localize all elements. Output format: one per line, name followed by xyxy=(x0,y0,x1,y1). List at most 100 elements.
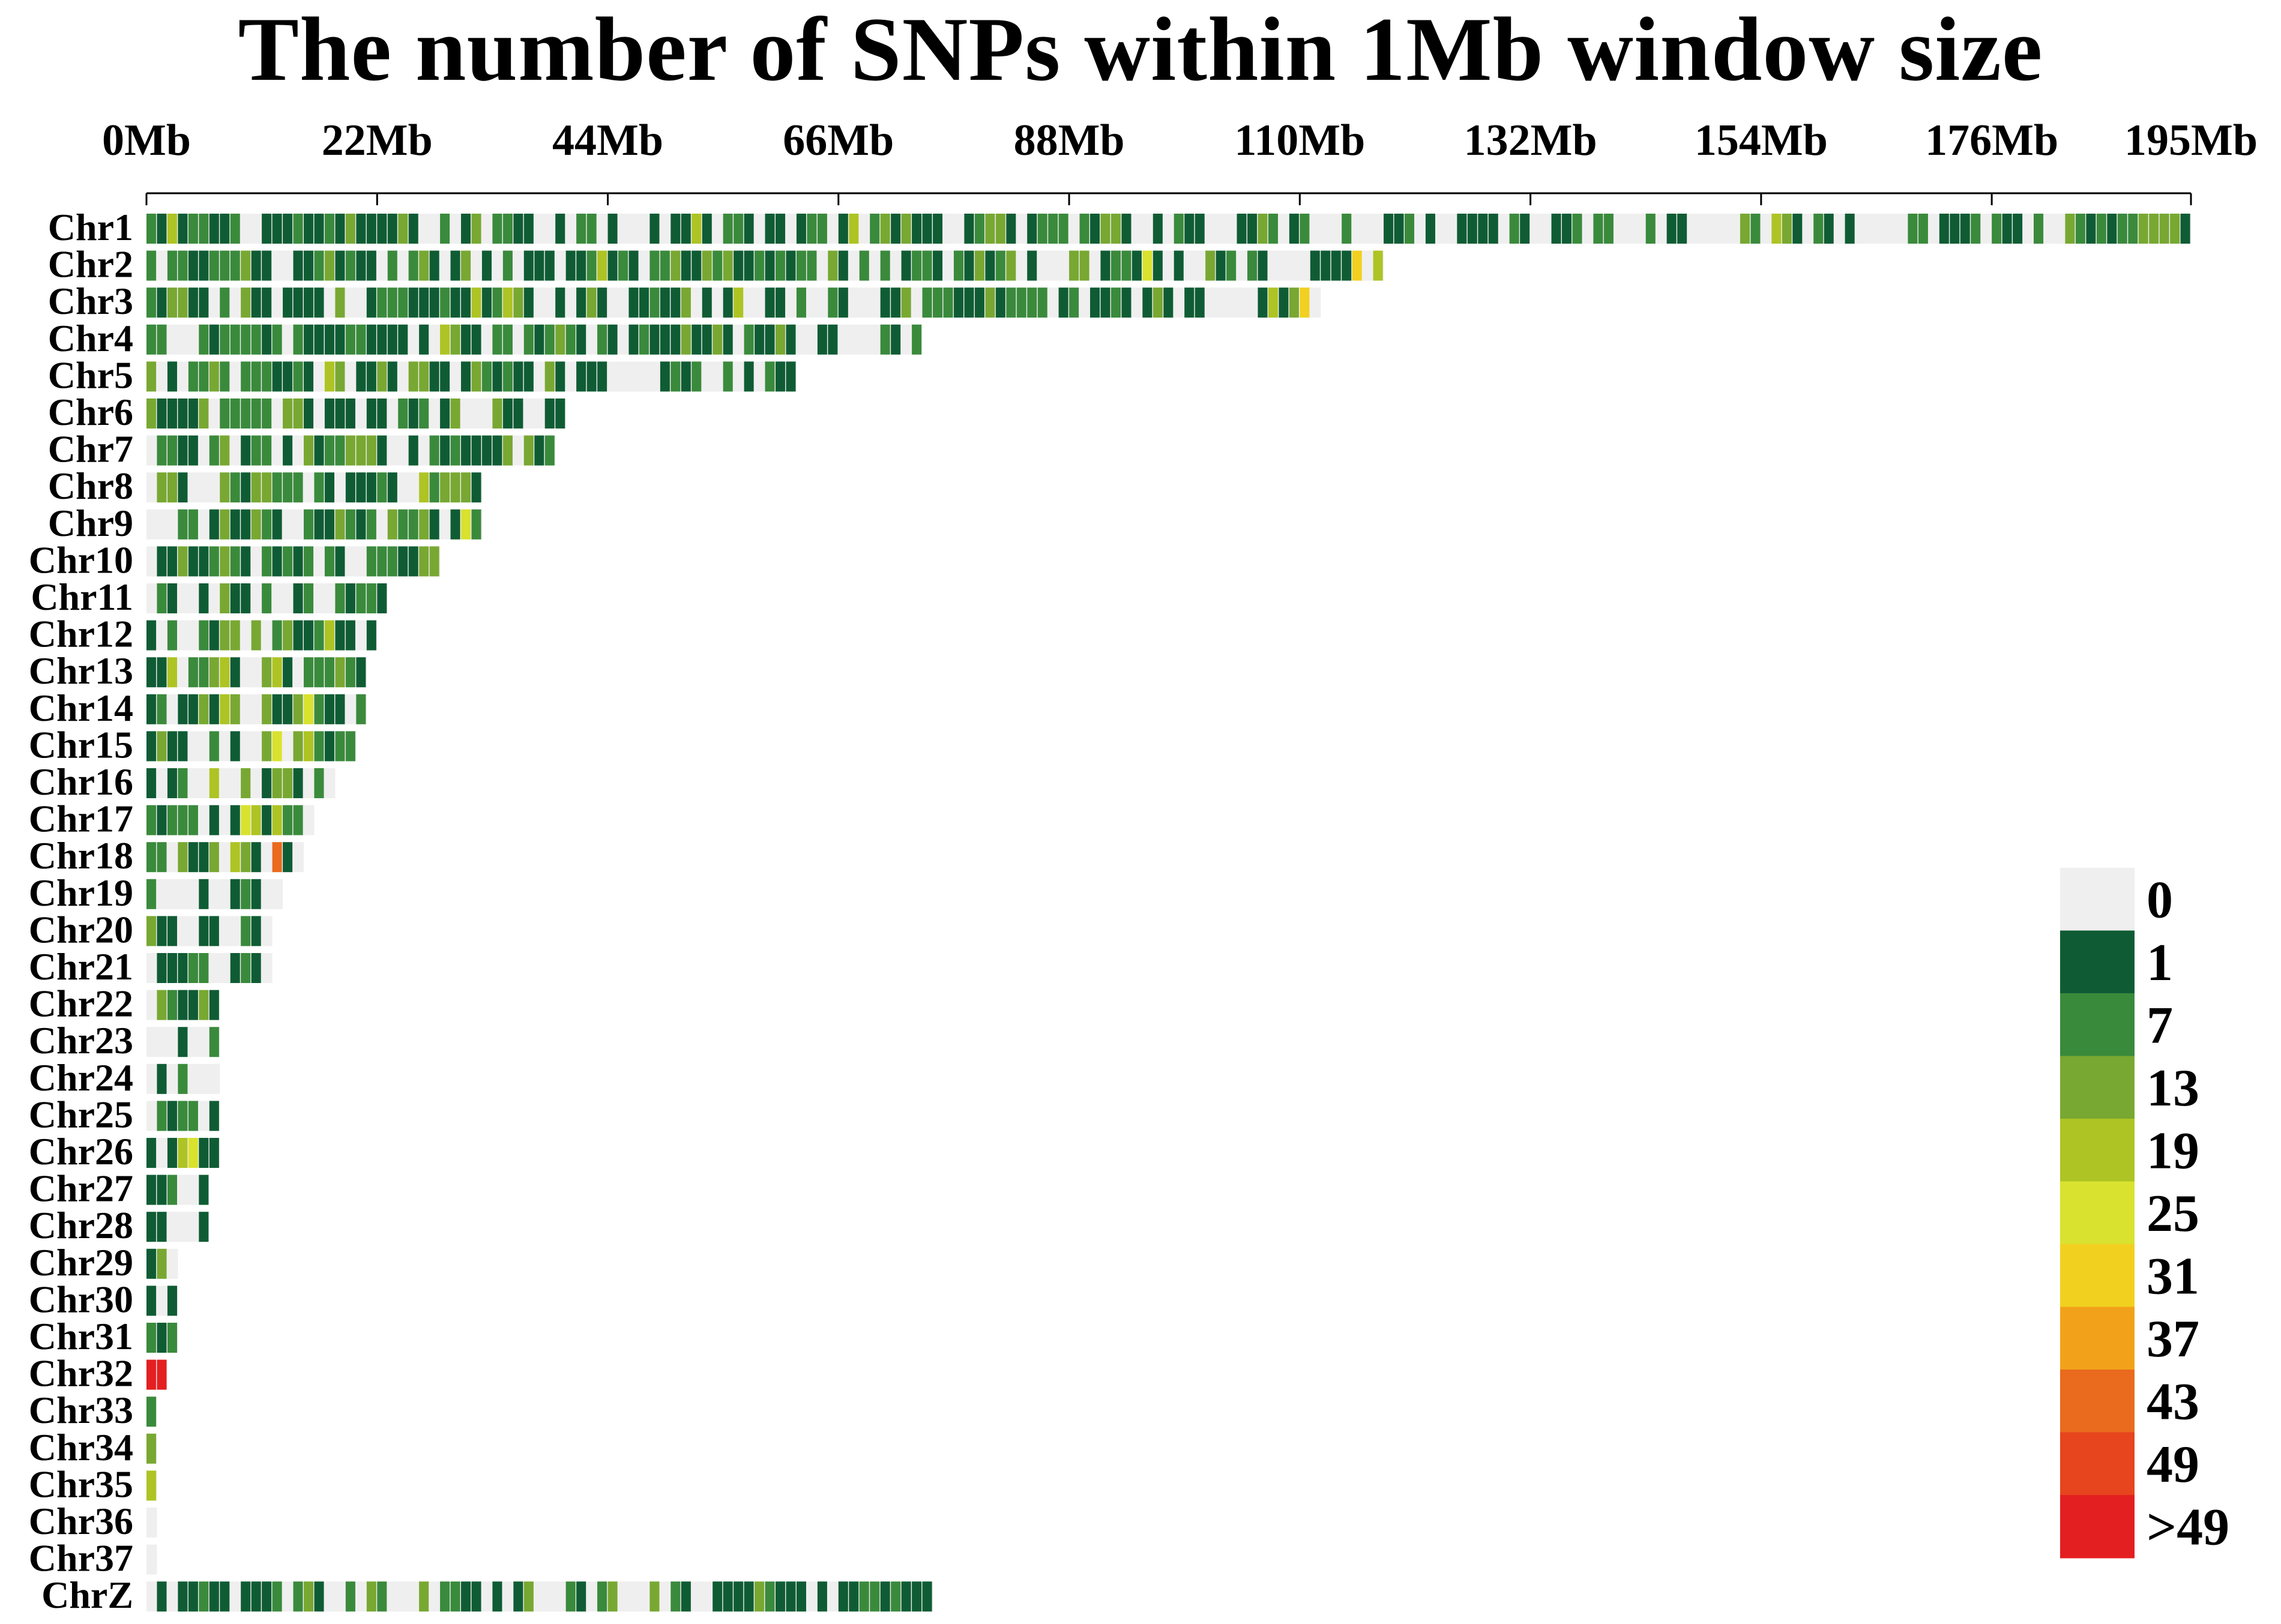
snp-window xyxy=(1153,250,1163,281)
snp-window xyxy=(209,1101,219,1131)
snp-window xyxy=(324,509,335,540)
chromosome-label: Chr19 xyxy=(29,871,133,914)
snp-window xyxy=(293,694,303,724)
snp-window xyxy=(220,509,230,540)
chromosome-chr15: Chr15 xyxy=(29,723,357,766)
snp-window xyxy=(314,620,324,651)
snp-window xyxy=(335,509,345,540)
snp-window xyxy=(230,583,240,613)
snp-window xyxy=(471,214,481,244)
legend-label: 7 xyxy=(2147,996,2173,1054)
snp-window xyxy=(262,435,272,466)
snp-window xyxy=(251,842,261,873)
snp-window xyxy=(377,324,387,355)
snp-window xyxy=(283,398,293,429)
snp-window xyxy=(199,990,209,1020)
snp-window xyxy=(492,398,502,429)
snp-window xyxy=(314,694,324,724)
snp-window xyxy=(1373,250,1383,281)
snp-window xyxy=(901,214,911,244)
snp-window xyxy=(765,250,775,281)
legend-label: 25 xyxy=(2147,1185,2199,1243)
snp-window xyxy=(146,1323,157,1353)
snp-window xyxy=(220,250,230,281)
snp-window xyxy=(209,361,219,392)
snp-window xyxy=(167,1286,178,1316)
snp-window xyxy=(366,324,376,355)
snp-window xyxy=(1110,250,1121,281)
snp-window xyxy=(157,657,167,688)
snp-window xyxy=(744,361,754,392)
snp-window xyxy=(597,1581,607,1612)
snp-window xyxy=(178,953,188,983)
snp-window xyxy=(534,250,544,281)
snp-window xyxy=(283,361,293,392)
snp-window xyxy=(230,250,240,281)
snp-window xyxy=(513,361,523,392)
snp-window xyxy=(1247,214,1258,244)
snp-window xyxy=(607,214,618,244)
snp-window xyxy=(167,583,178,613)
snp-window xyxy=(450,1581,460,1612)
snp-window xyxy=(356,435,366,466)
legend-label: 13 xyxy=(2147,1059,2199,1117)
snp-window xyxy=(408,435,418,466)
snp-window xyxy=(419,546,429,577)
snp-window xyxy=(544,398,555,429)
snp-window xyxy=(419,398,429,429)
snp-window xyxy=(670,361,681,392)
snp-window xyxy=(985,250,995,281)
snp-window xyxy=(734,1581,744,1612)
snp-window xyxy=(366,250,376,281)
snp-window xyxy=(2180,214,2190,244)
chart-title: The number of SNPs within 1Mb window siz… xyxy=(238,0,2043,100)
legend-swatch xyxy=(2060,1056,2135,1119)
chromosome-label: Chr14 xyxy=(29,687,133,729)
snp-window xyxy=(1950,214,1960,244)
snp-window xyxy=(461,250,471,281)
snp-window xyxy=(157,916,167,946)
snp-window xyxy=(429,509,439,540)
snp-window xyxy=(188,953,198,983)
snp-window xyxy=(429,287,439,318)
x-tick-label: 195Mb xyxy=(2124,116,2258,165)
chromosome-chr13: Chr13 xyxy=(29,649,367,692)
snp-window xyxy=(230,472,240,503)
snp-window xyxy=(272,768,282,798)
chromosome-chr22: Chr22 xyxy=(29,982,220,1025)
snp-window xyxy=(188,694,198,724)
snp-window xyxy=(377,472,387,503)
snp-window xyxy=(408,509,418,540)
snp-window xyxy=(157,1101,167,1131)
snp-window xyxy=(356,250,366,281)
snp-window xyxy=(209,768,219,798)
snp-window xyxy=(230,842,240,873)
snp-window xyxy=(586,250,597,281)
snp-window xyxy=(1226,250,1237,281)
snp-window xyxy=(146,1212,157,1242)
snp-window xyxy=(419,509,429,540)
snp-window xyxy=(251,435,261,466)
snp-window xyxy=(209,916,219,946)
snp-window xyxy=(481,250,492,281)
snp-window xyxy=(251,805,261,835)
snp-window xyxy=(356,509,366,540)
chromosome-chr5: Chr5 xyxy=(48,353,797,396)
snp-window xyxy=(167,472,178,503)
snp-window xyxy=(985,287,995,318)
snp-window xyxy=(157,287,167,318)
snp-window xyxy=(1342,250,1352,281)
snp-window xyxy=(314,324,324,355)
snp-window xyxy=(628,287,639,318)
snp-window xyxy=(670,324,681,355)
snp-window xyxy=(408,214,418,244)
x-tick-label: 88Mb xyxy=(1014,116,1125,165)
legend-label: 19 xyxy=(2147,1122,2199,1180)
snp-window xyxy=(639,324,649,355)
snp-window xyxy=(387,361,397,392)
snp-window xyxy=(199,1212,209,1242)
legend-swatch xyxy=(2060,1432,2135,1496)
snp-window xyxy=(335,435,345,466)
snp-window xyxy=(776,214,786,244)
snp-window xyxy=(188,250,198,281)
